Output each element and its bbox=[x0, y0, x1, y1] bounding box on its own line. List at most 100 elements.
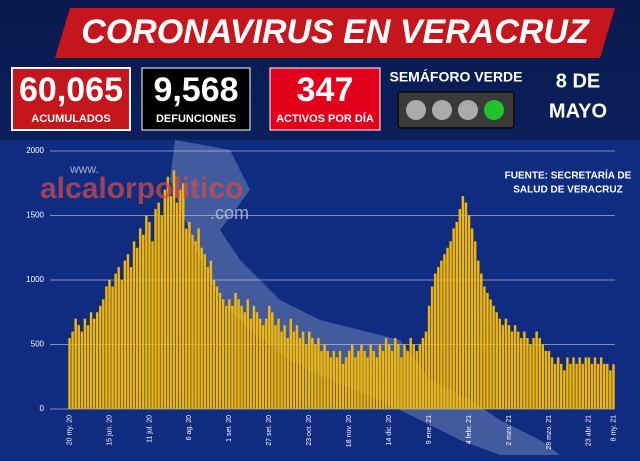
bar bbox=[89, 312, 93, 409]
stat-box bbox=[141, 67, 251, 131]
bar bbox=[102, 299, 105, 409]
bar bbox=[412, 344, 415, 409]
bar bbox=[68, 338, 71, 409]
bar bbox=[351, 344, 354, 409]
bar bbox=[363, 350, 366, 409]
x-tick-label: 6 ag. 20 bbox=[186, 415, 193, 440]
bar bbox=[603, 363, 606, 409]
bar bbox=[510, 331, 514, 409]
bar bbox=[298, 338, 302, 409]
bar bbox=[418, 344, 422, 409]
bar bbox=[160, 215, 163, 409]
bar bbox=[120, 280, 124, 409]
bar bbox=[286, 338, 289, 409]
bar bbox=[135, 247, 139, 409]
stat-value: 60,065 bbox=[19, 71, 123, 109]
bar bbox=[606, 363, 609, 409]
bar bbox=[209, 260, 213, 409]
bar bbox=[191, 234, 194, 409]
bar bbox=[421, 338, 425, 409]
bar bbox=[427, 305, 431, 409]
bar bbox=[544, 350, 548, 409]
x-tick-label: 2 mzo. 21 bbox=[506, 415, 513, 446]
bar bbox=[535, 331, 538, 409]
x-tick-label: 14 dic. 20 bbox=[386, 415, 393, 445]
bar bbox=[581, 363, 584, 409]
y-tick-label: 500 bbox=[31, 340, 45, 349]
bar bbox=[166, 176, 170, 409]
stat-box bbox=[269, 67, 381, 131]
semaforo-label: SEMÁFORO VERDE bbox=[389, 69, 522, 85]
bar bbox=[308, 331, 311, 409]
bar bbox=[243, 312, 246, 409]
bar bbox=[289, 318, 293, 409]
bar bbox=[117, 267, 120, 409]
bar bbox=[304, 344, 308, 409]
x-tick-label: 15 jun. 20 bbox=[106, 415, 113, 446]
bar bbox=[520, 338, 523, 409]
bar bbox=[394, 338, 397, 409]
x-tick-label: 27 set. 20 bbox=[266, 415, 273, 446]
bar bbox=[492, 305, 495, 409]
bar bbox=[249, 318, 253, 409]
bar bbox=[151, 241, 154, 409]
stat-label: ACTIVOS POR DÍA bbox=[276, 112, 374, 125]
bar bbox=[317, 338, 320, 409]
bar bbox=[271, 312, 274, 409]
bar bbox=[105, 286, 108, 409]
bar bbox=[569, 363, 572, 409]
date-line: 8 DE bbox=[556, 70, 600, 92]
bar bbox=[455, 221, 458, 409]
source: FUENTE: SECRETARÍA DE bbox=[505, 169, 632, 182]
bar bbox=[142, 234, 145, 409]
bar bbox=[123, 260, 127, 409]
bar bbox=[323, 344, 326, 409]
bar bbox=[400, 357, 403, 409]
light bbox=[406, 100, 426, 120]
bar bbox=[228, 299, 231, 409]
bar bbox=[258, 318, 262, 409]
bar bbox=[145, 215, 148, 409]
stat-box bbox=[11, 67, 131, 131]
bar bbox=[182, 183, 185, 409]
bar bbox=[433, 273, 437, 409]
bar bbox=[397, 344, 400, 409]
bar bbox=[172, 170, 176, 409]
bar bbox=[523, 331, 526, 409]
bar bbox=[437, 267, 440, 409]
bar bbox=[612, 364, 615, 409]
x-tick-label: 8 my. 21 bbox=[610, 415, 617, 441]
plot: 0 500 1000 1500 2000 20 my. 20 15 jun. 20 11 ju… bbox=[26, 146, 617, 450]
x-tick-label: 23 oct. 20 bbox=[306, 415, 313, 446]
bar bbox=[529, 344, 532, 409]
bar bbox=[326, 350, 329, 409]
bar bbox=[221, 299, 225, 409]
x-tick-label: 11 jul. 20 bbox=[146, 415, 153, 443]
bar bbox=[108, 280, 111, 409]
x-tick-label: 9 ene. 21 bbox=[426, 415, 433, 444]
bar bbox=[415, 350, 419, 409]
bar bbox=[489, 299, 492, 409]
date-line: MAYO bbox=[549, 100, 607, 122]
bar bbox=[292, 331, 296, 409]
bar bbox=[599, 357, 603, 409]
traffic-light bbox=[397, 91, 515, 129]
stat-value: 347 bbox=[297, 71, 354, 109]
light bbox=[432, 100, 452, 120]
bar bbox=[320, 350, 323, 409]
bar bbox=[452, 228, 455, 409]
x-tick-label: 1 set. 20 bbox=[226, 415, 233, 442]
bar bbox=[86, 325, 90, 409]
bar bbox=[406, 350, 409, 409]
bar bbox=[341, 363, 345, 409]
bar bbox=[381, 350, 385, 409]
bar bbox=[449, 241, 452, 409]
bar bbox=[231, 305, 234, 409]
bar bbox=[498, 318, 501, 409]
bar bbox=[584, 357, 588, 409]
bar bbox=[218, 292, 222, 409]
bar bbox=[311, 338, 314, 409]
bar bbox=[409, 338, 412, 409]
bar bbox=[596, 363, 600, 409]
x-tick-label: 28 mzo. 21 bbox=[546, 415, 553, 450]
